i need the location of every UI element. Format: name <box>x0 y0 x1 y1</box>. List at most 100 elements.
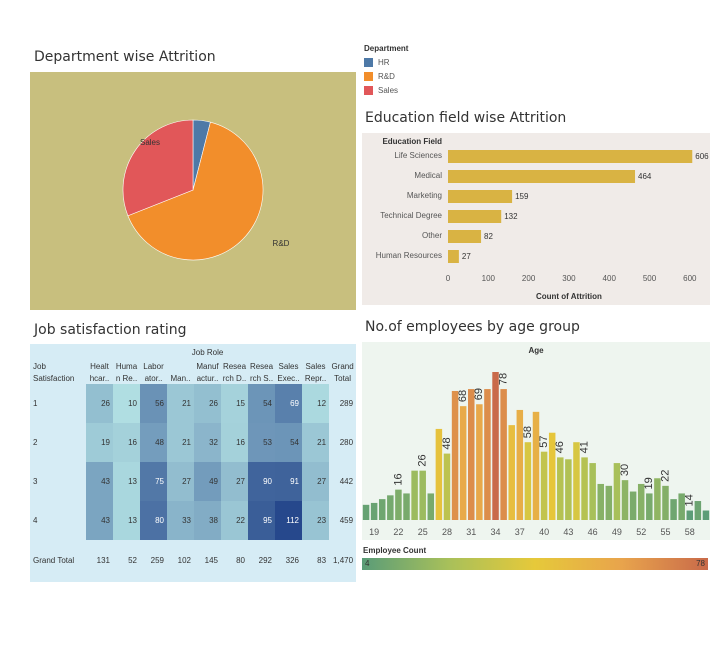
column-header: rch D.. <box>222 373 247 383</box>
heatmap-cell: 38 <box>194 501 221 540</box>
age-bar <box>492 372 499 520</box>
x-tick-label: 22 <box>393 527 403 537</box>
age-bar <box>662 485 669 520</box>
column-header: Resea <box>249 361 274 371</box>
age-bar <box>589 463 596 520</box>
bar-data-label: 57 <box>538 435 550 447</box>
total-row: Grand Total 131 52 259 102 145 80 292 326 83 1,470 <box>30 540 356 580</box>
table-row: 1 26 10 56 21 26 15 54 69 12 289 <box>30 384 356 423</box>
legend-item-rd[interactable]: R&D <box>364 69 408 83</box>
age-bar <box>500 389 507 520</box>
age-bar <box>548 432 556 520</box>
column-total: 102 <box>177 555 191 565</box>
column-header: Grand <box>331 361 354 371</box>
x-tick-label: 37 <box>515 527 525 537</box>
bar-data-label: 58 <box>522 426 534 438</box>
age-bar <box>451 390 459 520</box>
x-tick-label: 31 <box>466 527 476 537</box>
column-total: 145 <box>204 555 218 565</box>
x-tick-label: 25 <box>418 527 428 537</box>
age-bar <box>516 409 524 520</box>
age-bar <box>605 485 613 520</box>
age-bar <box>435 428 443 520</box>
column-header: hcar.. <box>89 373 110 383</box>
column-header: Sales <box>278 361 299 371</box>
colorbar-title: Employee Count <box>363 546 427 555</box>
age-bar <box>459 406 467 520</box>
row-total: 280 <box>339 438 354 447</box>
x-tick-label: 0 <box>446 274 451 283</box>
heatmap-cell: 49 <box>194 462 221 501</box>
bar-data-label: 78 <box>498 373 510 385</box>
heatmap-cell: 54 <box>248 384 275 423</box>
heatmap-cell: 91 <box>275 462 302 501</box>
legend-label: R&D <box>378 71 395 81</box>
column-header: Man.. <box>170 373 191 383</box>
legend-item-sales[interactable]: Sales <box>364 83 408 97</box>
column-header: Total <box>334 373 352 383</box>
x-tick-label: 600 <box>683 274 697 283</box>
column-header: Exec.. <box>277 373 300 383</box>
column-group-header: Job Role <box>191 347 224 357</box>
column-total: 326 <box>285 555 299 565</box>
header-row: Job Role <box>30 344 356 360</box>
age-bar <box>702 510 710 520</box>
heatmap-cell: 22 <box>221 501 248 540</box>
bar-data-label: 19 <box>643 477 655 489</box>
bar-data-label: 68 <box>457 390 469 402</box>
heatmap-cell: 21 <box>167 423 194 462</box>
row-header-label: Satisfaction <box>33 373 75 383</box>
education-bar <box>448 190 513 203</box>
age-bar <box>484 389 491 520</box>
column-header: ator.. <box>144 373 163 383</box>
education-bar <box>448 150 693 163</box>
bar-value-label: 606 <box>695 152 709 161</box>
age-bar <box>476 404 483 520</box>
colorbar-min: 4 <box>365 559 370 568</box>
age-bar <box>362 504 370 520</box>
age-bar <box>670 499 677 520</box>
heatmap-cell: 16 <box>221 423 248 462</box>
column-header: Resea <box>222 361 247 371</box>
x-tick-label: 200 <box>522 274 536 283</box>
age-bar <box>427 493 435 520</box>
age-bar <box>419 470 426 520</box>
heatmap-cell: 95 <box>248 501 275 540</box>
heatmap-cell: 13 <box>113 501 140 540</box>
x-tick-label: 400 <box>603 274 617 283</box>
legend-item-hr[interactable]: HR <box>364 55 408 69</box>
column-total: 259 <box>150 555 164 565</box>
column-total: 83 <box>317 555 327 565</box>
bar-value-label: 159 <box>515 192 529 201</box>
heatmap-cell: 13 <box>113 462 140 501</box>
heatmap-cell: 16 <box>113 423 140 462</box>
bar-data-label: 41 <box>578 441 590 453</box>
grand-total-label: Grand Total <box>33 555 75 565</box>
table-row: 4 43 13 80 33 38 22 95 112 23 459 <box>30 501 356 540</box>
bar-value-label: 464 <box>638 172 652 181</box>
x-tick-label: 43 <box>563 527 573 537</box>
age-bar <box>468 389 475 520</box>
department-legend: Department HR R&D Sales <box>364 44 408 97</box>
heatmap-cell: 43 <box>86 462 113 501</box>
column-header: Healt <box>90 361 109 371</box>
category-header: Education Field <box>382 137 442 146</box>
x-tick-label: 40 <box>539 527 549 537</box>
column-header: rch S.. <box>249 373 274 383</box>
heatmap-cell: 53 <box>248 423 275 462</box>
age-chart-title: No.of employees by age group <box>365 319 580 335</box>
education-bar <box>448 250 459 263</box>
x-tick-label: 46 <box>588 527 598 537</box>
heatmap-table: Job Role Job Healt Huma Labor Manuf Resea Resea… <box>30 344 356 580</box>
bar-data-label: 14 <box>684 494 696 506</box>
heatmap-cell: 27 <box>302 462 330 501</box>
x-tick-label: 28 <box>442 527 452 537</box>
column-header: Repr.. <box>304 373 327 383</box>
bar-data-label: 69 <box>473 388 485 400</box>
heatmap-cell: 90 <box>248 462 275 501</box>
row-label: 2 <box>33 438 38 447</box>
job-satisfaction-title: Job satisfaction rating <box>34 322 187 338</box>
legend-swatch <box>364 85 373 95</box>
age-bar <box>524 442 532 520</box>
heatmap-cell: 33 <box>167 501 194 540</box>
